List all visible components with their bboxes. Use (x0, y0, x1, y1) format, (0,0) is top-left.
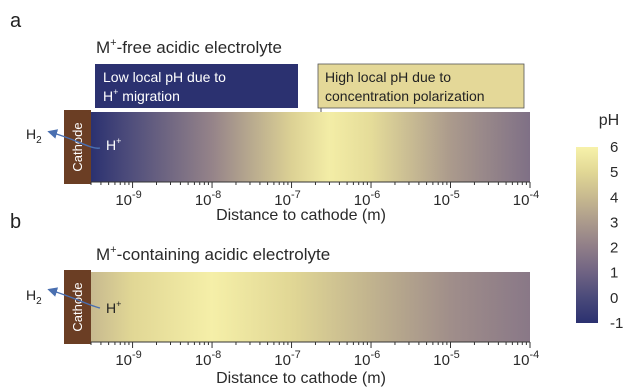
panel-b: b M+-containing acidic electrolyte Catho… (10, 211, 539, 387)
panel-b-title: M+-containing acidic electrolyte (96, 244, 330, 264)
callout-high-ph-line1: High local pH due to (325, 69, 451, 85)
h2-label-a: H2 (26, 126, 42, 146)
tick-label: 10-8 (195, 189, 221, 209)
colorbar-title: pH (599, 112, 619, 129)
tick-label: 10-7 (274, 189, 300, 209)
x-axis-b: 10-9 10-8 10-7 10-6 10-5 10-4 (90, 341, 539, 369)
tick-label: 10-8 (195, 349, 221, 369)
tick-label: 10-5 (433, 349, 459, 369)
tick-label: 10-6 (354, 189, 380, 209)
colorbar-label: 4 (610, 189, 618, 206)
panel-a: a M+-free acidic electrolyte Low local p… (10, 10, 539, 224)
hplus-label-b: H+ (106, 299, 121, 316)
cathode-b (64, 270, 91, 344)
x-axis-label-b: Distance to cathode (m) (216, 370, 386, 387)
colorbar: pH 6 5 4 3 2 1 0 -1 (576, 112, 623, 332)
tick-label: 10-7 (274, 349, 300, 369)
colorbar-gradient (576, 147, 598, 323)
callout-high-ph-line2: concentration polarization (325, 88, 485, 104)
tick-label: 10-9 (115, 189, 141, 209)
colorbar-label: -1 (610, 315, 623, 332)
panel-letter-b: b (10, 211, 21, 233)
x-axis-a: 10-9 10-8 10-7 10-6 10-5 10-4 (90, 181, 539, 209)
colorbar-label: 1 (610, 265, 618, 282)
tick-label: 10-6 (354, 349, 380, 369)
h2-arrow-a (47, 129, 101, 149)
hplus-label-a: H+ (106, 136, 121, 153)
tick-label: 10-9 (115, 349, 141, 369)
x-axis-label-a: Distance to cathode (m) (216, 207, 386, 224)
tick-label: 10-4 (513, 189, 539, 209)
callout-high-ph (317, 63, 525, 109)
h2-arrow-b (47, 287, 101, 309)
cathode-a (64, 110, 91, 184)
callout-low-ph-line2: H+ migration (103, 87, 180, 104)
colorbar-label: 0 (610, 290, 618, 307)
tick-label: 10-5 (433, 189, 459, 209)
panel-a-title: M+-free acidic electrolyte (96, 37, 282, 57)
cathode-b-label: Cathode (70, 282, 85, 331)
colorbar-labels: 6 5 4 3 2 1 0 -1 (610, 139, 623, 332)
panel-letter-a: a (10, 10, 22, 32)
cathode-a-label: Cathode (70, 122, 85, 171)
colorbar-label: 5 (610, 164, 618, 181)
tick-label: 10-4 (513, 349, 539, 369)
ph-bar-b (91, 272, 530, 342)
ph-bar-a (91, 112, 530, 182)
callout-low-ph (95, 64, 298, 108)
colorbar-label: 3 (610, 214, 618, 231)
h2-label-b: H2 (26, 287, 42, 307)
colorbar-label: 2 (610, 240, 618, 257)
colorbar-label: 6 (610, 139, 618, 156)
callout-low-ph-line1: Low local pH due to (103, 69, 226, 85)
